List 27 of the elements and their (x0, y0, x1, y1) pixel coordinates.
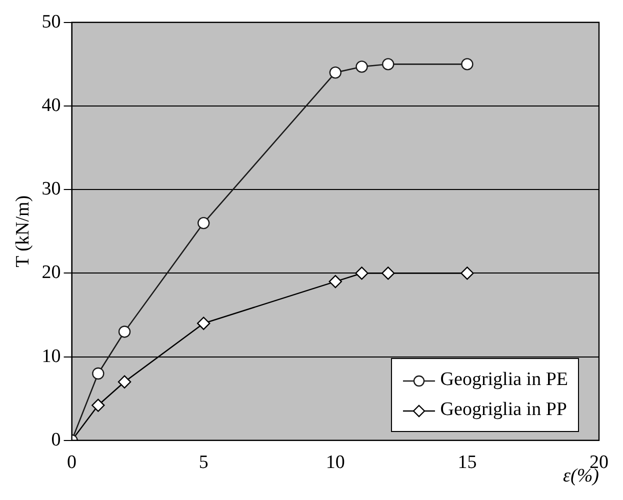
point (355, 266, 368, 280)
x-tick-label: 5 (198, 452, 208, 473)
x-tick-label: 15 (458, 452, 477, 473)
point (92, 398, 105, 412)
point (356, 60, 368, 73)
point (197, 316, 210, 330)
point (461, 58, 474, 70)
y-tick-label: 50 (42, 11, 61, 32)
y-tick-label: 30 (42, 178, 61, 200)
x-tick-label: 10 (326, 452, 345, 473)
y-tick-label: 20 (42, 262, 61, 284)
point (460, 266, 474, 280)
point (382, 58, 394, 70)
y-axis-title: T (kN/m) (12, 195, 34, 268)
y-tick-label: 10 (42, 346, 61, 367)
legend-label: Geogriglia in PP (440, 399, 567, 420)
legend-label: Geogriglia in PE (440, 369, 568, 390)
y-tick-label: 0 (51, 429, 61, 450)
x-tick-label: 0 (67, 452, 77, 473)
point (328, 274, 342, 288)
point (198, 216, 210, 230)
point (92, 367, 104, 380)
point (329, 66, 342, 79)
point (382, 266, 395, 280)
point (118, 375, 132, 388)
point (118, 326, 131, 338)
y-tick-label: 40 (42, 94, 61, 116)
